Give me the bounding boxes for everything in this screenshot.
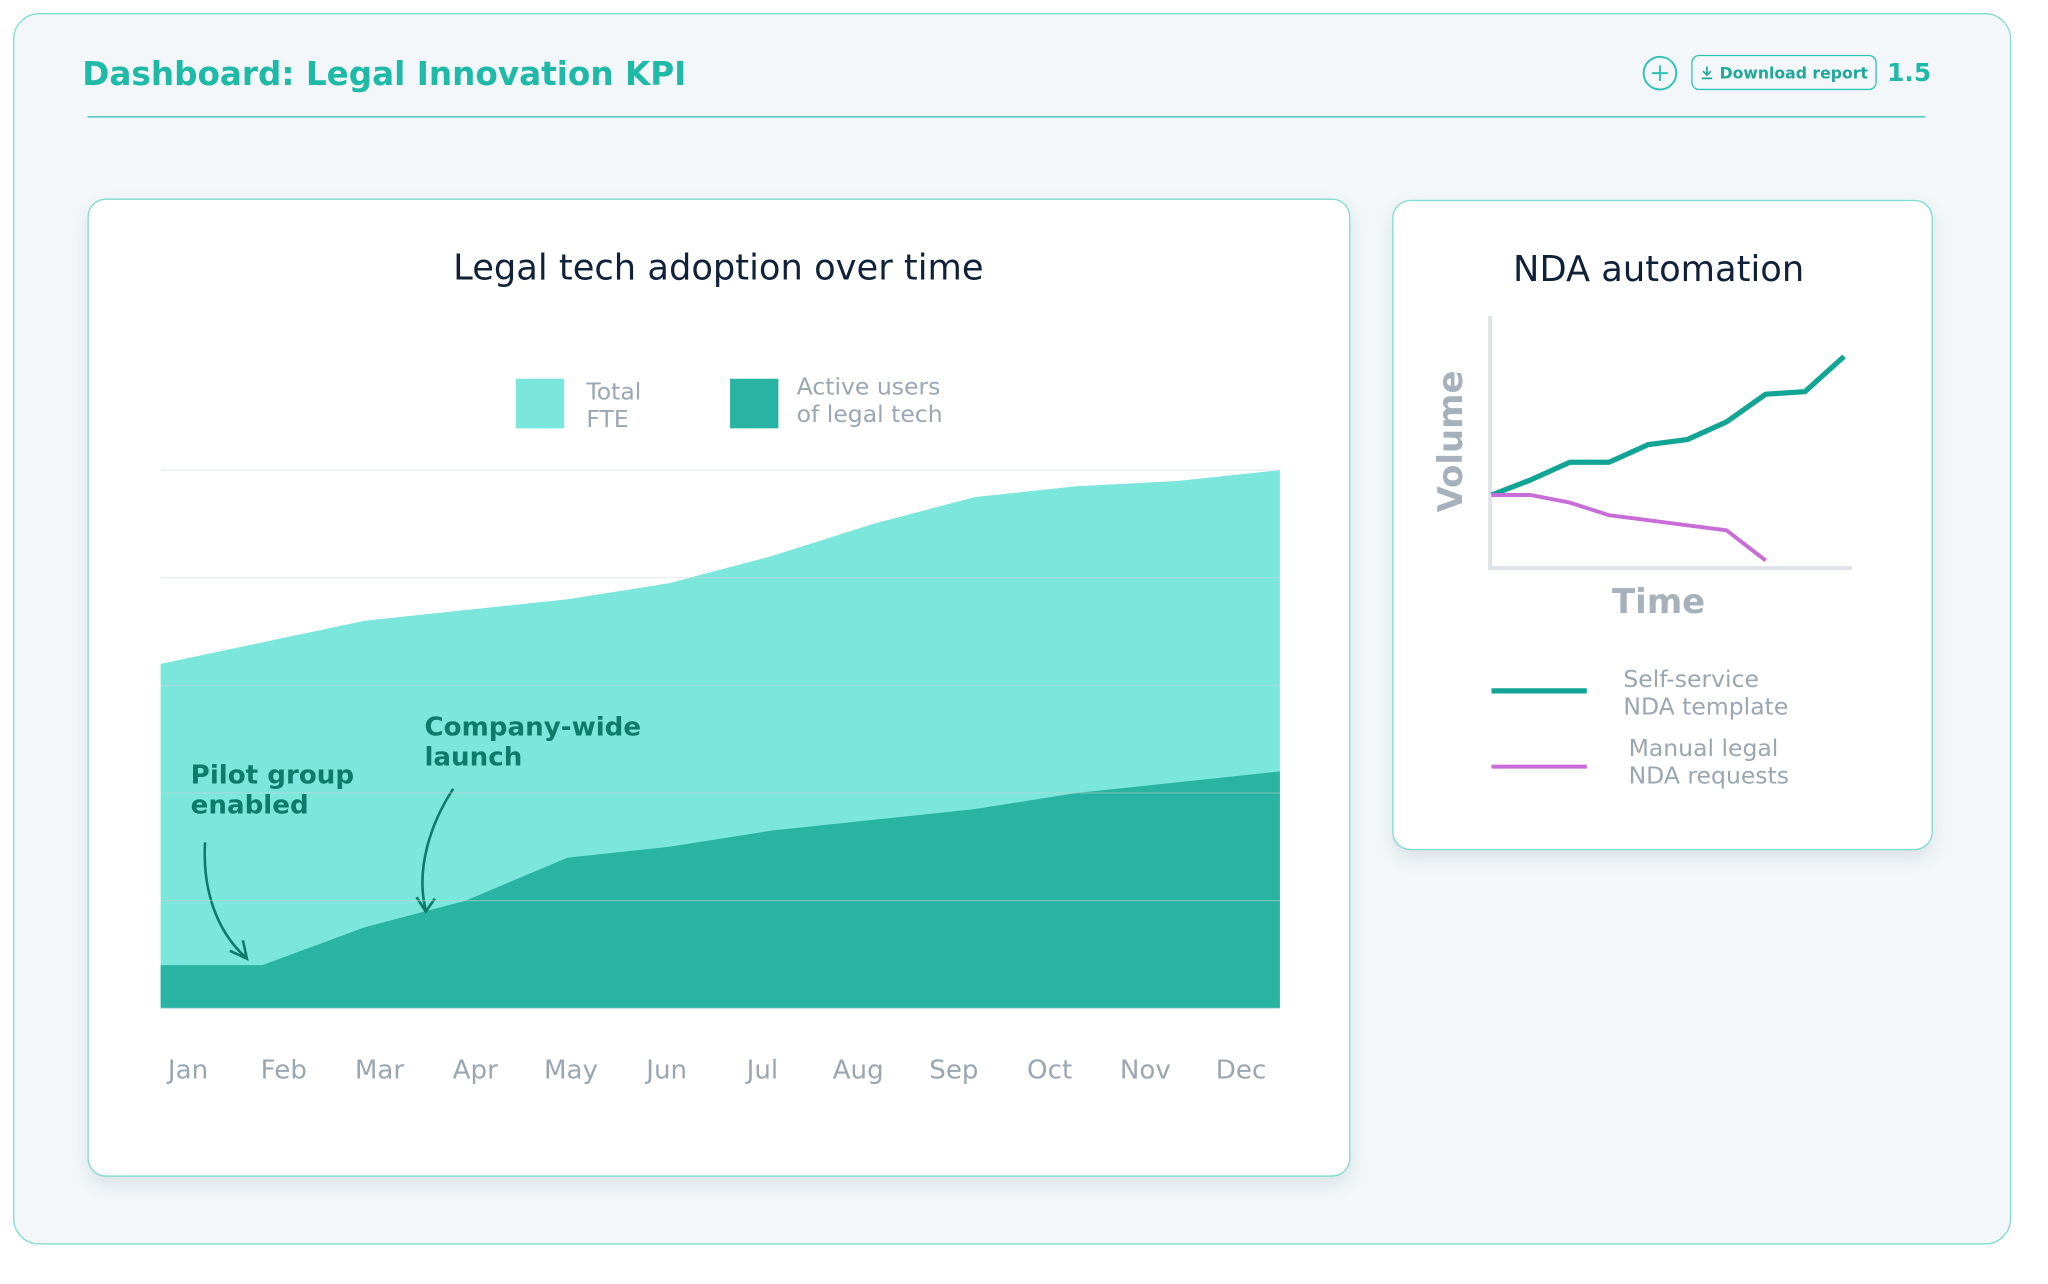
legend-swatch — [515, 378, 565, 429]
annotation-arrow — [203, 842, 249, 961]
chart-title: Legal tech adoption over time — [453, 248, 984, 289]
x-tick-label: Feb — [261, 1055, 307, 1085]
axes — [1488, 316, 1852, 571]
y-axis-label: Volume — [1431, 370, 1471, 512]
x-tick-label: Sep — [929, 1055, 978, 1085]
annotation: Company-wide launch — [424, 710, 642, 772]
x-tick-label: Oct — [1027, 1055, 1072, 1085]
legend-label: Self-service NDA template — [1623, 666, 1789, 721]
annotation: Pilot group enabled — [190, 758, 355, 821]
annotation-arrow — [415, 788, 455, 914]
divider — [87, 116, 1926, 118]
x-tick-label: Jan — [166, 1055, 208, 1085]
legend-label: Total FTE — [586, 378, 642, 434]
legend-label: Manual legal NDA requests — [1628, 735, 1790, 791]
x-tick-label: Jul — [745, 1055, 779, 1085]
x-tick-label: Mar — [355, 1055, 405, 1085]
legend-swatch — [730, 378, 779, 429]
x-tick-label: Aug — [833, 1055, 884, 1085]
x-tick-label: May — [544, 1055, 598, 1085]
x-tick-label: Dec — [1216, 1055, 1267, 1085]
line — [1491, 493, 1767, 563]
page-title: Dashboard: Legal Innovation KPI — [82, 54, 687, 93]
x-tick-label: Apr — [453, 1055, 498, 1085]
version: 1.5 — [1887, 58, 1932, 88]
add-button[interactable] — [1642, 55, 1679, 92]
x-tick-label: Jun — [644, 1055, 687, 1085]
legend-label: Active users of legal tech — [796, 373, 943, 429]
line — [1490, 354, 1846, 498]
chart-title: NDA automation — [1513, 249, 1805, 290]
x-axis-label: Time — [1612, 582, 1705, 622]
download-button[interactable]: Download report — [1691, 54, 1877, 91]
download-icon — [1701, 66, 1712, 80]
x-tick-label: Nov — [1120, 1055, 1171, 1085]
download-label: Download report — [1719, 63, 1868, 82]
nda-card — [1392, 199, 1933, 851]
area — [160, 771, 1280, 1009]
